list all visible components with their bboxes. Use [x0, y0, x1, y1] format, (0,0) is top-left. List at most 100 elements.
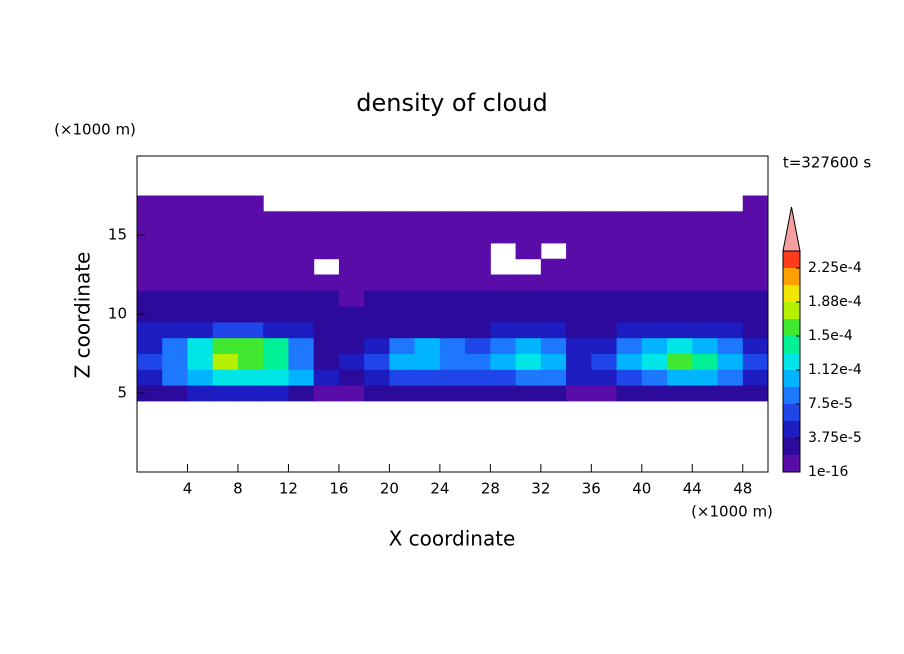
- contour-cell: [717, 274, 744, 291]
- contour-cell: [515, 274, 542, 291]
- contour-cell: [641, 211, 668, 228]
- contour-cell: [162, 211, 188, 228]
- contour-cell: [414, 274, 441, 291]
- x-tick-label: 44: [683, 480, 702, 498]
- contour-cell: [389, 258, 416, 275]
- colorbar-band: [783, 404, 800, 421]
- contour-cell: [288, 290, 315, 307]
- contour-cell: [667, 369, 693, 386]
- contour-cell: [566, 242, 592, 260]
- contour-cell: [212, 227, 239, 244]
- contour-cell: [667, 211, 693, 228]
- contour-cell: [313, 227, 340, 244]
- contour-cell: [591, 290, 618, 307]
- contour-cell: [616, 211, 643, 228]
- contour-cell: [137, 385, 163, 402]
- contour-cell: [641, 227, 668, 244]
- contour-cell: [515, 369, 542, 386]
- contour-cell: [742, 385, 769, 402]
- contour-cell: [591, 227, 618, 244]
- contour-cell: [162, 227, 188, 244]
- contour-cell: [591, 306, 618, 323]
- contour-cell: [263, 274, 289, 291]
- contour-cell: [414, 242, 441, 260]
- contour-cell: [692, 290, 719, 307]
- contour-cell: [490, 211, 517, 228]
- contour-cell: [338, 353, 365, 370]
- contour-cell: [742, 211, 769, 228]
- contour-cell: [742, 290, 769, 307]
- contour-cell: [490, 353, 517, 370]
- contour-cell: [364, 353, 390, 370]
- contour-cell: [667, 274, 693, 291]
- contour-cell: [212, 306, 239, 323]
- contour-cell: [717, 211, 744, 228]
- x-tick-label: 24: [430, 480, 449, 498]
- contour-cell: [717, 290, 744, 307]
- contour-cell: [439, 242, 466, 260]
- contour-cell: [263, 242, 289, 260]
- contour-cell: [364, 290, 390, 307]
- contour-cell: [641, 258, 668, 275]
- contour-cell: [187, 258, 214, 275]
- contour-cell: [237, 211, 264, 228]
- contour-cell: [692, 321, 719, 339]
- x-tick-label: 8: [233, 480, 243, 498]
- colorbar-band: [783, 438, 800, 455]
- contour-cell: [212, 195, 239, 212]
- contour-cell: [263, 321, 289, 339]
- colorbar-band: [783, 251, 800, 268]
- contour-cell: [162, 353, 188, 370]
- contour-cell: [237, 290, 264, 307]
- colorbar-tick-label: 1e-16: [808, 464, 848, 480]
- contour-cell: [540, 274, 567, 291]
- contour-cell: [616, 274, 643, 291]
- contour-cell: [515, 227, 542, 244]
- contour-cell: [591, 353, 618, 370]
- contour-cell: [566, 258, 592, 275]
- contour-cell: [591, 337, 618, 354]
- contour-cell: [162, 242, 188, 260]
- contour-cell: [212, 385, 239, 402]
- contour-cell: [263, 211, 289, 228]
- contour-cell: [237, 242, 264, 260]
- contour-cell: [288, 369, 315, 386]
- contour-cell: [515, 211, 542, 228]
- contour-cell: [162, 274, 188, 291]
- contour-cell: [465, 306, 491, 323]
- contour-cell: [137, 369, 163, 386]
- contour-cell: [137, 306, 163, 323]
- contour-cell: [338, 290, 365, 307]
- contour-cell: [237, 227, 264, 244]
- contour-cell: [540, 211, 567, 228]
- contour-cell: [137, 274, 163, 291]
- contour-cell: [692, 385, 719, 402]
- contour-cell: [237, 369, 264, 386]
- contour-cell: [414, 211, 441, 228]
- contour-cell: [515, 306, 542, 323]
- contour-cell: [742, 242, 769, 260]
- contour-cell: [162, 258, 188, 275]
- y-unit: (×1000 m): [54, 121, 136, 139]
- time-annotation: t=327600 s: [783, 154, 871, 172]
- contour-cell: [137, 353, 163, 370]
- contour-cell: [187, 227, 214, 244]
- contour-cell: [490, 290, 517, 307]
- contour-cell: [263, 353, 289, 370]
- contour-cell: [465, 227, 491, 244]
- contour-cell: [187, 337, 214, 354]
- contour-cell: [439, 274, 466, 291]
- contour-cell: [212, 211, 239, 228]
- contour-cell: [237, 195, 264, 212]
- contour-cell: [540, 290, 567, 307]
- contour-cell: [490, 321, 517, 339]
- contour-cell: [692, 369, 719, 386]
- contour-cell: [364, 369, 390, 386]
- colorbar-tick-label: 1.88e-4: [808, 294, 862, 310]
- colorbar-tick-label: 3.75e-5: [808, 430, 862, 446]
- contour-cell: [237, 385, 264, 402]
- contour-cell: [137, 321, 163, 339]
- contour-cell: [692, 227, 719, 244]
- y-tick-label: 10: [108, 305, 127, 323]
- contour-cell: [566, 353, 592, 370]
